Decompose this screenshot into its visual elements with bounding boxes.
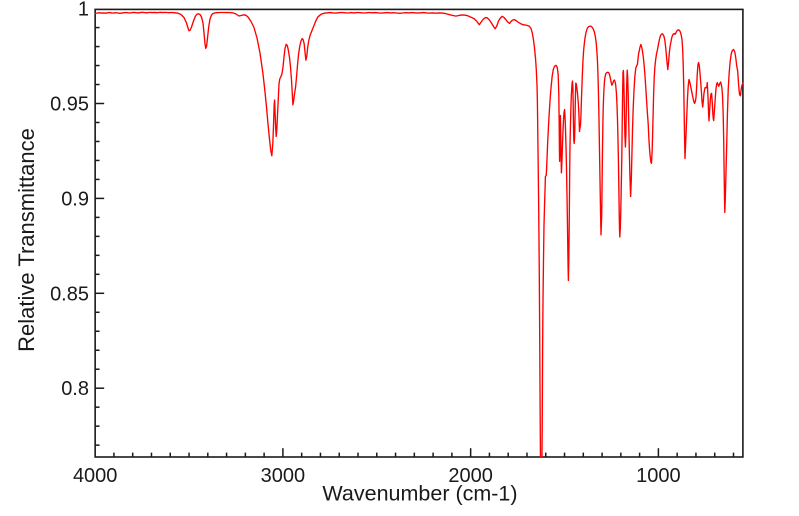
- svg-text:1000: 1000: [636, 465, 681, 487]
- svg-text:0.9: 0.9: [61, 188, 89, 210]
- svg-text:Relative Transmittance: Relative Transmittance: [14, 128, 39, 352]
- svg-text:4000: 4000: [73, 465, 118, 487]
- svg-text:0.95: 0.95: [50, 94, 89, 116]
- svg-text:0.8: 0.8: [61, 378, 89, 400]
- svg-text:3000: 3000: [261, 465, 306, 487]
- svg-text:1: 1: [78, 0, 89, 21]
- svg-text:Wavenumber (cm-1): Wavenumber (cm-1): [322, 482, 517, 506]
- svg-text:2000: 2000: [448, 465, 493, 487]
- svg-text:0.85: 0.85: [50, 283, 89, 305]
